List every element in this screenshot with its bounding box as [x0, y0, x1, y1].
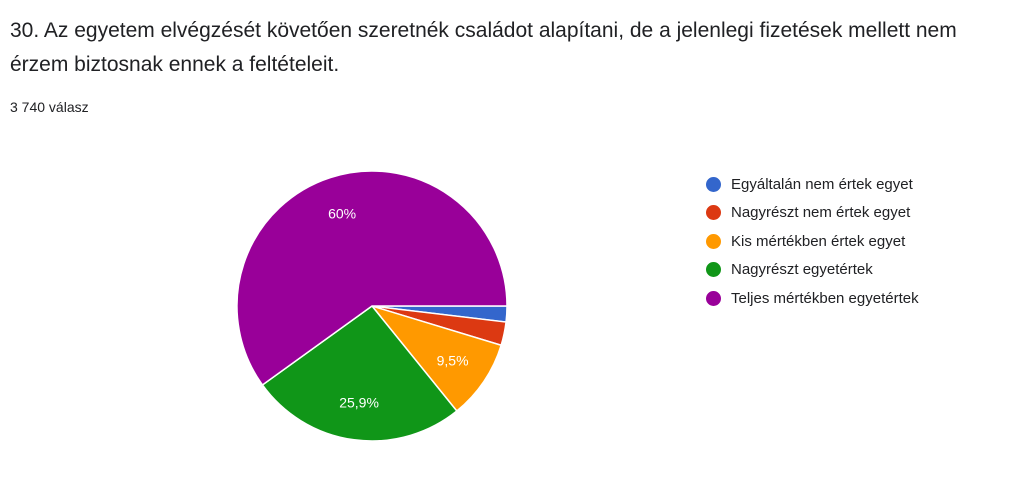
legend-swatch: [706, 262, 721, 278]
legend-swatch: [706, 233, 721, 249]
legend-item[interactable]: Egyáltalán nem értek egyet: [706, 170, 919, 199]
question-title: 30. Az egyetem elvégzését követően szere…: [10, 19, 957, 76]
chart-legend: Egyáltalán nem értek egyet Nagyrészt nem…: [706, 170, 919, 313]
legend-item[interactable]: Nagyrészt nem értek egyet: [706, 199, 919, 228]
legend-swatch: [706, 290, 721, 306]
legend-label: Nagyrészt nem értek egyet: [731, 204, 911, 222]
legend-swatch: [706, 205, 721, 221]
legend-item[interactable]: Teljes mértékben egyetértek: [706, 284, 919, 313]
legend-label: Egyáltalán nem értek egyet: [731, 175, 913, 193]
pie-slice[interactable]: [236, 170, 508, 386]
legend-label: Nagyrészt egyetértek: [731, 261, 873, 279]
response-count: 3 740 válasz: [10, 99, 89, 115]
pie-slice[interactable]: [369, 304, 503, 413]
slice-label: 25,9%: [339, 394, 379, 410]
legend-item[interactable]: Nagyrészt egyetértek: [706, 256, 919, 285]
legend-swatch: [706, 176, 721, 192]
legend-label: Kis mértékben értek egyet: [731, 232, 906, 250]
legend-label: Teljes mértékben egyetértek: [731, 289, 919, 307]
legend-item[interactable]: Kis mértékben értek egyet: [706, 227, 919, 256]
pie-slice[interactable]: [261, 304, 458, 442]
slice-label: 9,5%: [437, 352, 469, 368]
slice-label: 60%: [328, 206, 356, 222]
